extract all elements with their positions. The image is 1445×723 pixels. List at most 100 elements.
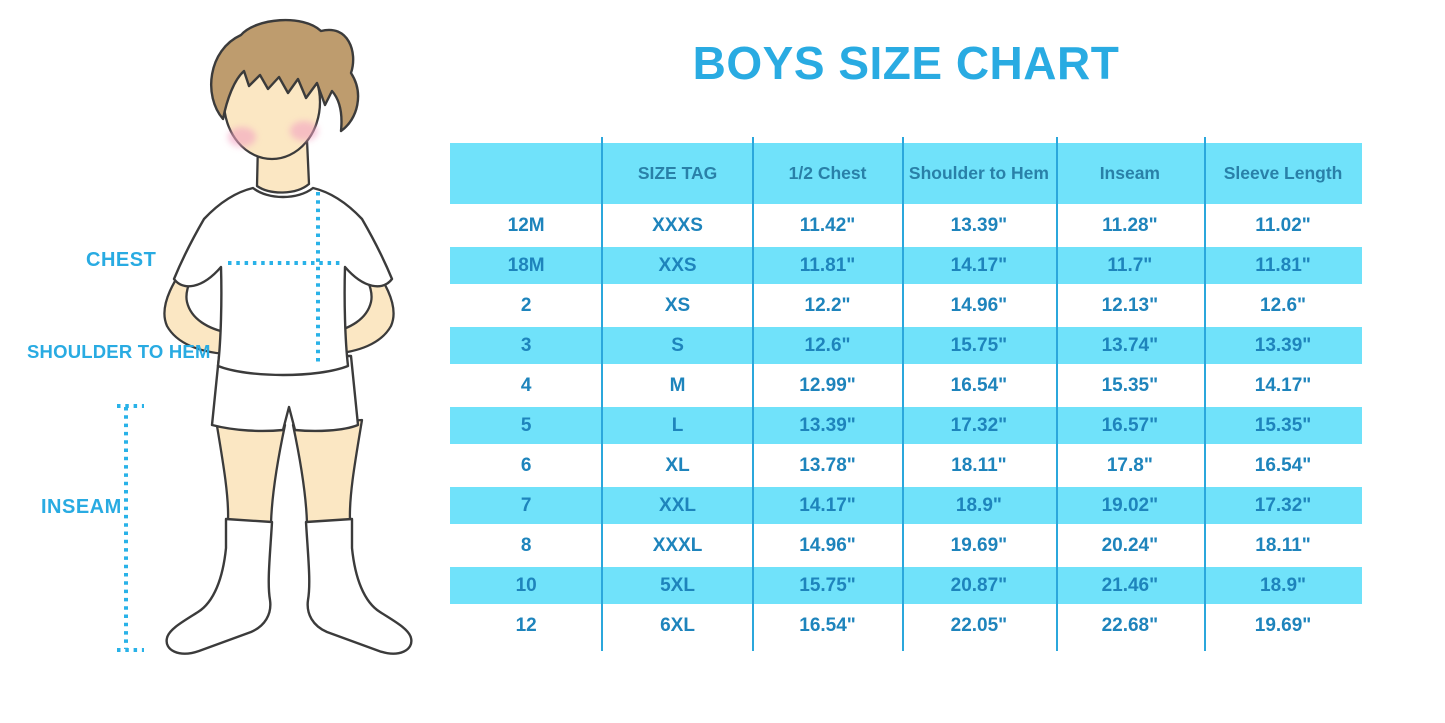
sleeve-length-cell: 16.54" xyxy=(1204,447,1362,484)
table-row: 5 L 13.39" 17.32" 16.57" 15.35" xyxy=(450,407,1362,444)
size-tag-cell: XS xyxy=(602,287,753,324)
half-chest-cell: 12.2" xyxy=(752,287,903,324)
header-cell-inseam: Inseam xyxy=(1055,143,1205,204)
half-chest-cell: 13.39" xyxy=(752,407,903,444)
size-tag-cell: S xyxy=(602,327,753,364)
inseam-cell: 21.46" xyxy=(1055,567,1205,604)
size-tag-cell: L xyxy=(602,407,753,444)
inseam-cell: 11.7" xyxy=(1055,247,1205,284)
sleeve-length-cell: 13.39" xyxy=(1204,327,1362,364)
table-row: 3 S 12.6" 15.75" 13.74" 13.39" xyxy=(450,327,1362,364)
inseam-cell: 20.24" xyxy=(1055,527,1205,564)
size-tag-cell: XXL xyxy=(602,487,753,524)
half-chest-cell: 14.17" xyxy=(752,487,903,524)
sleeve-length-cell: 15.35" xyxy=(1204,407,1362,444)
half-chest-cell: 15.75" xyxy=(752,567,903,604)
size-cell: 4 xyxy=(450,367,603,404)
half-chest-cell: 12.99" xyxy=(752,367,903,404)
t-shirt xyxy=(172,186,394,377)
sleeve-length-cell: 19.69" xyxy=(1204,607,1362,644)
measurement-figure: CHEST SHOULDER TO HEM INSEAM xyxy=(0,0,450,723)
half-chest-cell: 11.42" xyxy=(752,207,903,244)
size-tag-cell: XL xyxy=(602,447,753,484)
inseam-cell: 12.13" xyxy=(1055,287,1205,324)
inseam-cell: 11.28" xyxy=(1055,207,1205,244)
header-cell-sleeve-length: Sleeve Length xyxy=(1204,143,1362,204)
shoulder-to-hem-cell: 17.32" xyxy=(902,407,1056,444)
shoulder-to-hem-cell: 20.87" xyxy=(902,567,1056,604)
right-sock xyxy=(304,517,413,655)
inseam-cell: 13.74" xyxy=(1055,327,1205,364)
shoulder-to-hem-cell: 18.11" xyxy=(902,447,1056,484)
right-cheek xyxy=(290,121,318,141)
shoulder-to-hem-label: SHOULDER TO HEM xyxy=(27,341,211,362)
sleeve-length-cell: 12.6" xyxy=(1204,287,1362,324)
left-sock xyxy=(165,517,274,655)
size-cell: 12 xyxy=(450,607,603,644)
shoulder-to-hem-cell: 18.9" xyxy=(902,487,1056,524)
right-leg xyxy=(291,418,364,525)
table-row: 8 XXXL 14.96" 19.69" 20.24" 18.11" xyxy=(450,527,1362,564)
inseam-cell: 19.02" xyxy=(1055,487,1205,524)
header-cell-size-tag: SIZE TAG xyxy=(602,143,753,204)
size-tag-cell: 5XL xyxy=(602,567,753,604)
size-tag-cell: 6XL xyxy=(602,607,753,644)
size-cell: 10 xyxy=(450,567,603,604)
size-cell: 2 xyxy=(450,287,603,324)
shoulder-to-hem-cell: 15.75" xyxy=(902,327,1056,364)
inseam-label: INSEAM xyxy=(41,496,122,518)
header-cell-size xyxy=(450,143,603,204)
inseam-cell: 16.57" xyxy=(1055,407,1205,444)
size-cell: 3 xyxy=(450,327,603,364)
table-row: 12M XXXS 11.42" 13.39" 11.28" 11.02" xyxy=(450,207,1362,244)
shoulder-to-hem-cell: 13.39" xyxy=(902,207,1056,244)
size-tag-cell: XXS xyxy=(602,247,753,284)
header-cell-shoulder-to-hem: Shoulder to Hem xyxy=(902,143,1056,204)
sleeve-length-cell: 18.9" xyxy=(1204,567,1362,604)
column-separator xyxy=(601,137,603,651)
shoulder-to-hem-cell: 22.05" xyxy=(902,607,1056,644)
size-cell: 5 xyxy=(450,407,603,444)
size-table: SIZE TAG 1/2 Chest Shoulder to Hem Insea… xyxy=(450,137,1362,651)
size-cell: 7 xyxy=(450,487,603,524)
hair xyxy=(210,18,360,133)
table-row: 2 XS 12.2" 14.96" 12.13" 12.6" xyxy=(450,287,1362,324)
half-chest-cell: 14.96" xyxy=(752,527,903,564)
shoulder-to-hem-cell: 14.96" xyxy=(902,287,1056,324)
table-row: 7 XXL 14.17" 18.9" 19.02" 17.32" xyxy=(450,487,1362,524)
sleeve-length-cell: 14.17" xyxy=(1204,367,1362,404)
table-row: 18M XXS 11.81" 14.17" 11.7" 11.81" xyxy=(450,247,1362,284)
inseam-cell: 15.35" xyxy=(1055,367,1205,404)
half-chest-cell: 16.54" xyxy=(752,607,903,644)
left-leg xyxy=(214,418,287,525)
column-separator xyxy=(752,137,754,651)
header-cell-half-chest: 1/2 Chest xyxy=(752,143,903,204)
sleeve-length-cell: 18.11" xyxy=(1204,527,1362,564)
half-chest-cell: 12.6" xyxy=(752,327,903,364)
size-cell: 8 xyxy=(450,527,603,564)
size-tag-cell: M xyxy=(602,367,753,404)
sleeve-length-cell: 11.02" xyxy=(1204,207,1362,244)
left-cheek xyxy=(228,127,256,147)
table-header-row: SIZE TAG 1/2 Chest Shoulder to Hem Insea… xyxy=(450,143,1362,204)
shoulder-to-hem-cell: 16.54" xyxy=(902,367,1056,404)
table-row: 6 XL 13.78" 18.11" 17.8" 16.54" xyxy=(450,447,1362,484)
table-row: 10 5XL 15.75" 20.87" 21.46" 18.9" xyxy=(450,567,1362,604)
column-separator xyxy=(902,137,904,651)
size-tag-cell: XXXL xyxy=(602,527,753,564)
half-chest-cell: 13.78" xyxy=(752,447,903,484)
shorts xyxy=(210,354,360,433)
size-cell: 18M xyxy=(450,247,603,284)
chest-label: CHEST xyxy=(86,249,157,271)
column-separator xyxy=(1204,137,1206,651)
shoulder-to-hem-cell: 14.17" xyxy=(902,247,1056,284)
size-cell: 6 xyxy=(450,447,603,484)
table-row: 12 6XL 16.54" 22.05" 22.68" 19.69" xyxy=(450,607,1362,644)
sleeve-length-cell: 17.32" xyxy=(1204,487,1362,524)
half-chest-cell: 11.81" xyxy=(752,247,903,284)
size-tag-cell: XXXS xyxy=(602,207,753,244)
shoulder-to-hem-cell: 19.69" xyxy=(902,527,1056,564)
inseam-cell: 17.8" xyxy=(1055,447,1205,484)
column-separator xyxy=(1056,137,1058,651)
sleeve-length-cell: 11.81" xyxy=(1204,247,1362,284)
